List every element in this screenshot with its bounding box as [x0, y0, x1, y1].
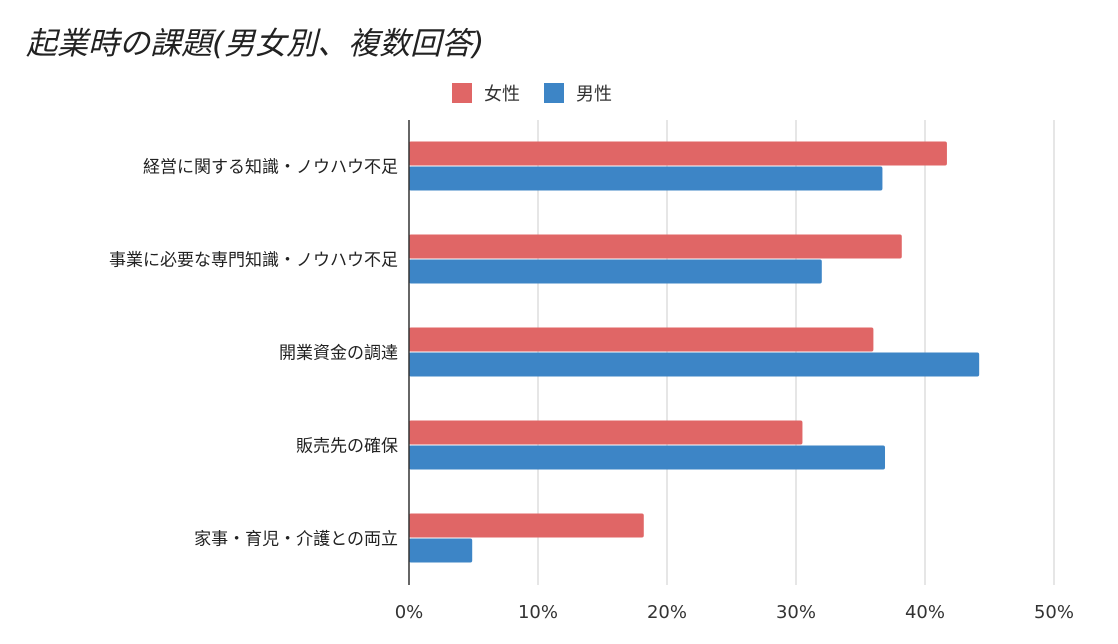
legend: 女性 男性 — [452, 80, 636, 106]
bar-female — [409, 513, 644, 538]
bar-male — [409, 352, 980, 377]
bar-female — [409, 327, 874, 352]
bar-female — [409, 141, 947, 166]
bar-male — [409, 538, 473, 563]
legend-label-male: 男性 — [576, 84, 612, 105]
category-label: 開業資金の調達 — [279, 344, 398, 364]
bar-male — [409, 445, 886, 470]
x-tick-label: 10% — [518, 602, 558, 623]
category-label: 販売先の確保 — [296, 437, 398, 457]
category-label: 経営に関する知識・ノウハウ不足 — [143, 158, 398, 178]
x-tick-label: 30% — [776, 602, 816, 623]
category-label: 家事・育児・介護との両立 — [194, 530, 398, 550]
bar-male — [409, 166, 883, 191]
legend-item-female: 女性 — [452, 80, 520, 106]
bar-female — [409, 420, 803, 445]
legend-label-female: 女性 — [484, 84, 520, 105]
category-label: 事業に必要な専門知識・ノウハウ不足 — [109, 251, 398, 271]
x-tick-label: 20% — [647, 602, 687, 623]
legend-item-male: 男性 — [544, 80, 612, 106]
chart-title: 起業時の課題(男女別、複数回答) — [26, 26, 485, 62]
bar-male — [409, 259, 822, 284]
legend-swatch-female — [452, 83, 472, 103]
x-tick-label: 0% — [395, 602, 424, 623]
legend-swatch-male — [544, 83, 564, 103]
bar-female — [409, 234, 902, 259]
x-tick-label: 50% — [1034, 602, 1074, 623]
x-tick-label: 40% — [905, 602, 945, 623]
